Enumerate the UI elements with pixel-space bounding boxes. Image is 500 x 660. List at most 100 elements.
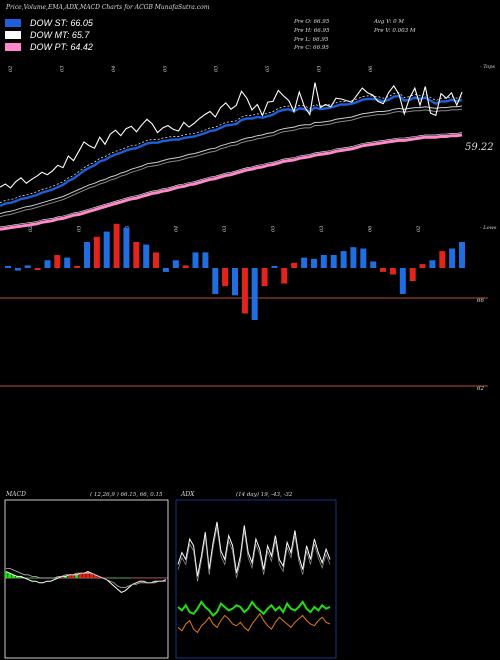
bottom-date-label-8: 02 [416,226,422,232]
macd-params: ( 12,26,9 ) 66.15, 66, 0.15 [90,491,163,498]
macd-hist-bar [116,578,120,579]
bottom-date-label-1: 03 [77,226,83,232]
macd-hist-bar [4,571,8,578]
volume-bar [153,252,159,268]
volume-bar [64,257,71,268]
volume-bar [439,251,446,268]
volume-panel: 66 62 [0,223,488,392]
volume-bar [241,268,248,314]
macd-signal-line [6,568,166,588]
ema-mid-line [0,105,463,215]
volume-bar [222,268,229,287]
pre-volume: Pre V: 0.003 M [373,28,416,34]
top-date-label-6: 03 [317,66,323,72]
ema-short-dash-line [0,92,463,204]
volume-bar [271,266,278,268]
macd-hist-bar [153,578,157,579]
volume-bar [291,262,298,268]
macd-hist-bar [90,573,94,578]
avg-volume: Avg V: 0 M [373,19,404,25]
top-date-labels: 02 03 04 05 03 05 03 06 [8,65,374,72]
macd-hist-bar [75,574,79,578]
volume-bar [123,227,130,268]
macd-hist-bar [108,578,112,579]
legend-swatch-mt [5,31,21,39]
volume-bar [330,255,337,268]
macd-hist-bar [60,576,64,578]
volume-bar [5,266,11,268]
macd-hist-bar [134,578,138,579]
chart-title: Price,Volume,EMA,ADX,MACD Charts for ACG… [5,4,210,11]
macd-hist-bar [157,578,161,579]
volume-bar [232,268,238,296]
macd-hist-bar [30,578,34,579]
ohlc-open: Pre O: 66.95 [293,19,330,25]
lows-label: - Lows [480,225,497,231]
ohlc-panel: Pre O: 66.95 Pre H: 66.95 Pre L: 66.95 P… [293,19,416,51]
adx-title: ADX [180,491,195,498]
macd-hist-bar [11,574,15,578]
macd-hist-bar [63,576,68,578]
bottom-date-label-3: 04 [174,226,180,232]
macd-line [5,571,167,593]
macd-hist-bar [149,578,153,579]
volume-bar [399,268,406,294]
volume-bar [360,248,367,268]
volume-bar [350,247,357,268]
macd-hist-bar [26,578,30,579]
volume-bar [74,266,81,268]
volume-bar [54,255,61,268]
volume-bar [251,268,258,320]
ohlc-close: Pre C: 66.95 [293,45,329,51]
macd-hist-bar [86,571,90,578]
volume-bars [5,223,465,320]
top-date-label-5: 05 [265,66,271,72]
macd-hist-bar [34,578,38,579]
top-date-label-2: 04 [111,66,117,72]
level-label-66: 66 [477,298,484,304]
volume-bar [162,268,169,272]
legend-label-mt: DOW MT: 65.7 [30,30,90,40]
top-date-label-0: 02 [8,66,14,72]
macd-hist-bar [15,576,19,578]
volume-bar [311,258,317,268]
level-label-62: 62 [477,386,484,392]
ema-long-line [0,133,463,231]
bottom-date-label-5: 05 [271,226,277,232]
macd-hist-bar [78,573,82,578]
volume-bar [44,260,51,268]
macd-hist-bar [93,574,97,578]
ohlc-low: Pre L: 66.95 [293,37,329,43]
volume-bar [449,248,456,268]
volume-bar [419,264,426,268]
legend-swatch-st [5,19,21,27]
macd-hist-bar [104,578,109,579]
bottom-date-label-4: 03 [222,226,228,232]
volume-bar [103,231,110,268]
volume-bar [93,236,100,268]
volume-bar [24,265,31,268]
price-close-line [0,82,463,189]
volume-bar [192,252,199,268]
macd-hist-bar [19,576,23,578]
volume-bar [172,260,179,268]
ema-mid-line-2 [0,108,463,218]
volume-bar [182,265,189,268]
tops-label: - Tops [480,64,495,70]
macd-hist-bar [138,578,142,579]
volume-bar [380,268,386,272]
macd-hist-bar [8,573,12,578]
macd-hist-bar [127,578,131,579]
macd-hist-bar [119,578,123,579]
macd-hist-bar [71,574,75,578]
macd-title: MACD [5,491,26,498]
ohlc-high: Pre H: 66.95 [293,28,330,34]
volume-bar [389,268,396,275]
volume-bar [459,242,465,268]
volume-bar [14,268,21,271]
legend-label-pt: DOW PT: 64.42 [30,42,93,52]
bottom-date-label-6: 03 [319,226,325,232]
macd-hist-bar [123,578,127,579]
macd-hist-bar [97,576,101,578]
